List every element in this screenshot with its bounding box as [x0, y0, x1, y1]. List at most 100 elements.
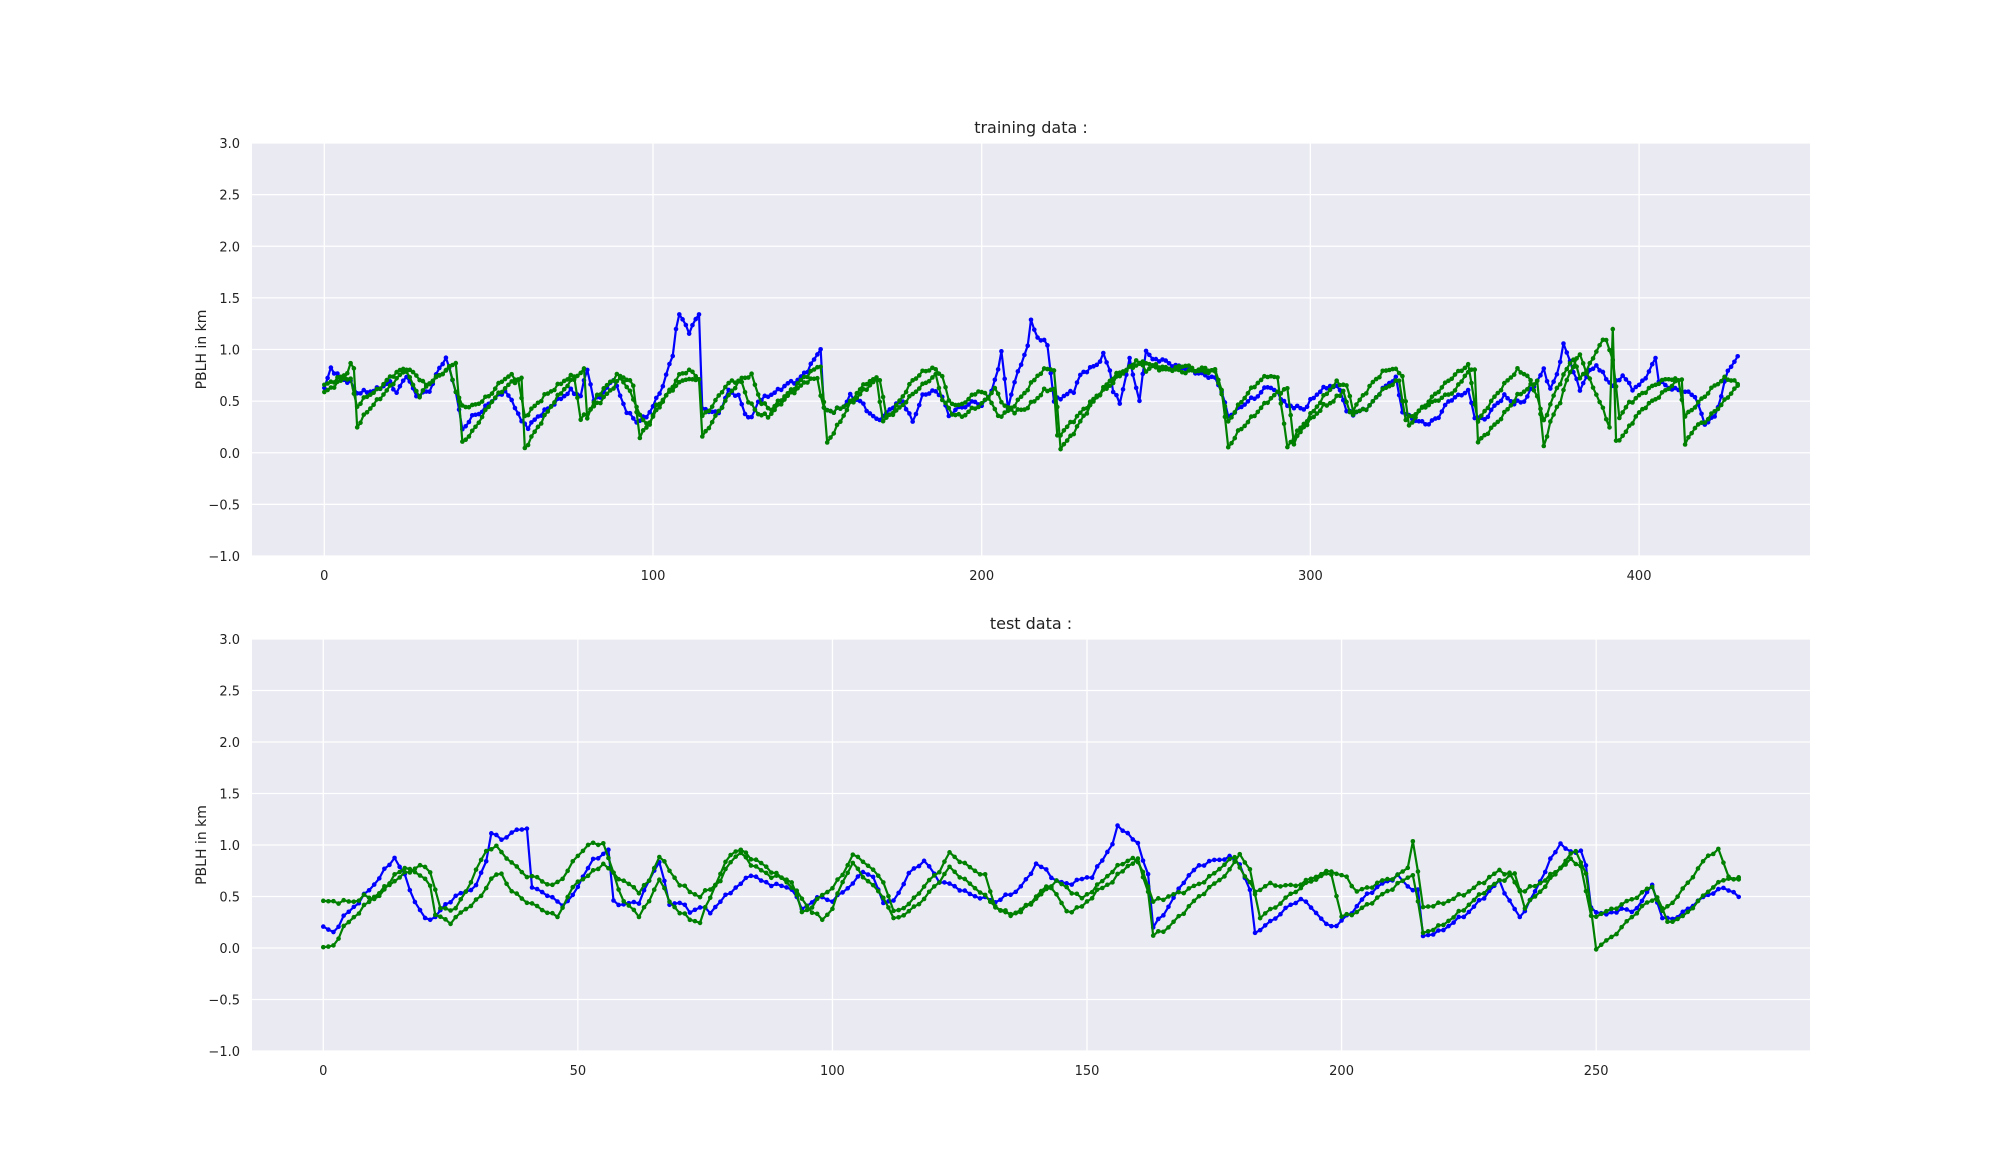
test-series-2-point [1318, 873, 1324, 879]
training-series-1-point [1018, 407, 1024, 413]
test-series-0-point [539, 889, 545, 895]
test-series-1-point [1262, 883, 1268, 889]
test-series-2-point [1313, 877, 1319, 882]
test-series-2-point [1425, 928, 1431, 934]
training-series-2-point [348, 376, 353, 381]
test-series-2-point [1522, 906, 1528, 911]
test-series-0-point [417, 907, 423, 913]
test-series-1-point [947, 850, 952, 855]
test-series-2-point [478, 857, 484, 863]
test-series-2-point [1135, 856, 1141, 861]
training-series-2-point [1676, 378, 1681, 383]
test-series-2-point [911, 904, 917, 909]
training-series-1-point [1268, 395, 1274, 401]
test-series-1-point [1374, 880, 1380, 886]
training-series-0-point [345, 380, 350, 386]
training-series-0-point [361, 387, 367, 393]
test-series-2-point [682, 911, 688, 916]
test-series-1-point [1593, 914, 1599, 920]
training-series-1-point [348, 360, 353, 366]
training-series-2-point [1028, 380, 1034, 385]
test-series-1-point [977, 872, 983, 877]
training-series-0-point [561, 393, 567, 399]
test-series-1-point [1400, 869, 1405, 874]
training-series-2-point [1061, 441, 1067, 447]
training-series-0-point [769, 392, 774, 398]
training-series-0-point [1732, 359, 1737, 365]
test-series-0-point [1278, 911, 1283, 917]
test-series-1-point [412, 869, 418, 875]
test-series-1-point [1099, 878, 1105, 884]
training-series-1-point [749, 401, 754, 406]
test-series-0-point [1436, 928, 1441, 933]
test-series-2-point [957, 875, 963, 880]
test-series-2-point [1451, 915, 1456, 920]
test-series-2-point [1390, 887, 1395, 892]
test-series-2-point [733, 849, 738, 854]
training-series-2-point [1459, 368, 1464, 374]
training-series-2-point [653, 407, 659, 413]
test-series-2-point [1155, 929, 1161, 934]
training-series-2-point [1636, 392, 1642, 398]
training-series-0-point [870, 413, 876, 419]
test-series-1-point [1710, 851, 1716, 857]
test-series-0-point [1553, 849, 1558, 855]
test-series-1-point [326, 898, 331, 904]
training-series-1-point [1485, 431, 1491, 437]
training-series-1-point [916, 386, 922, 391]
test-y-tick-label: 0.5 [219, 891, 240, 906]
test-series-1-point [723, 866, 728, 872]
test-series-2-point [1675, 916, 1680, 922]
test-series-1-point [789, 880, 794, 885]
test-series-2-point [427, 870, 433, 875]
test-series-1-point [1369, 885, 1375, 890]
training-series-2-point [443, 367, 449, 373]
test-series-1-point [875, 873, 881, 878]
training-series-2-point [456, 399, 462, 404]
training-series-2-point [1689, 407, 1694, 413]
test-series-1-point [702, 888, 708, 893]
training-series-1-point [765, 415, 771, 420]
test-series-2-point [702, 905, 708, 910]
test-series-0-point [1023, 876, 1029, 882]
training-series-2-point [427, 381, 432, 387]
test-series-2-point [494, 843, 499, 849]
training-x-tick-label: 200 [969, 569, 994, 584]
test-series-2-point [1059, 900, 1064, 906]
test-series-0-point [1517, 914, 1523, 920]
test-series-0-point [545, 893, 550, 899]
test-series-1-point [1568, 856, 1573, 861]
test-x-tick-label: 100 [820, 1064, 845, 1079]
training-series-1-point [1064, 424, 1070, 430]
test-series-0-point [443, 901, 448, 907]
training-series-0-point [1018, 362, 1024, 368]
test-series-1-point [1191, 883, 1197, 889]
test-series-2-point [545, 882, 550, 887]
training-series-1-point [621, 379, 626, 385]
training-series-1-point [943, 400, 948, 406]
test-series-0-point [1354, 903, 1360, 909]
test-series-2-point [1069, 909, 1075, 915]
training-series-1-point [1498, 416, 1504, 422]
training-series-0-point [690, 322, 695, 328]
training-series-2-point [1350, 408, 1356, 414]
training-series-2-point [414, 373, 419, 378]
test-series-0-point [1425, 932, 1431, 938]
training-series-2-point [1551, 393, 1556, 398]
test-series-0-point [1558, 841, 1563, 846]
test-series-2-point [865, 878, 871, 884]
training-series-1-point [1262, 400, 1267, 406]
test-series-2-point [575, 853, 581, 859]
test-series-2-point [514, 864, 520, 869]
test-series-2-point [1665, 919, 1670, 925]
training-series-1-point [976, 404, 981, 410]
training-series-1-point [1186, 363, 1192, 368]
training-series-2-point [1505, 378, 1510, 383]
test-y-tick-label: −0.5 [208, 994, 240, 1009]
training-series-1-point [354, 425, 360, 430]
test-series-2-point [1481, 891, 1487, 896]
test-series-1-point [1639, 890, 1645, 895]
test-series-2-point [1415, 899, 1421, 904]
training-series-2-point [1258, 377, 1264, 383]
test-series-1-point [407, 866, 413, 872]
